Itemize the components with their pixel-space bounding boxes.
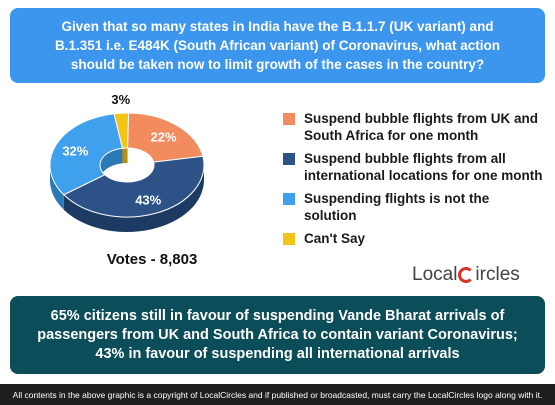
legend-label: Suspend bubble flights from UK and South… bbox=[304, 111, 538, 143]
donut-chart: 22% 43% 32% 3% bbox=[20, 92, 260, 252]
pie-hole-wall bbox=[122, 148, 128, 164]
legend-item: Suspend bubble flights from UK and South… bbox=[283, 110, 545, 144]
pie-slice bbox=[62, 155, 205, 218]
legend-swatch bbox=[283, 193, 295, 205]
pie-slice-label: 22% bbox=[151, 130, 177, 145]
legend-label: Can't Say bbox=[304, 231, 365, 246]
pie-slice-side bbox=[63, 165, 205, 232]
chart-legend: Suspend bubble flights from UK and South… bbox=[283, 110, 545, 253]
pie-slice bbox=[49, 113, 124, 196]
pie-slice-label: 3% bbox=[111, 92, 130, 107]
pie-slice bbox=[127, 112, 204, 163]
logo-text-start: Local bbox=[412, 264, 458, 285]
localcircles-logo: Local ircles bbox=[412, 262, 542, 288]
copyright-footer: All contents in the above graphic is a c… bbox=[0, 384, 555, 405]
legend-item: Suspending flights is not the solution bbox=[283, 190, 545, 224]
question-banner: Given that so many states in India have … bbox=[10, 8, 545, 83]
summary-text: 65% citizens still in favour of suspendi… bbox=[37, 307, 518, 362]
votes-count: Votes - 8,803 bbox=[106, 251, 198, 268]
legend-swatch bbox=[283, 113, 295, 125]
legend-swatch bbox=[283, 233, 295, 245]
legend-item: Suspend bubble flights from all internat… bbox=[283, 150, 545, 184]
pie-hole-wall bbox=[100, 148, 123, 180]
legend-label: Suspend bubble flights from all internat… bbox=[304, 151, 543, 183]
pie-slice-label: 43% bbox=[135, 193, 161, 208]
pie-slice-label: 32% bbox=[62, 144, 88, 159]
legend-swatch bbox=[283, 153, 295, 165]
legend-item: Can't Say bbox=[283, 230, 545, 247]
logo-text-end: ircles bbox=[475, 264, 520, 285]
pie-slice bbox=[113, 112, 130, 149]
summary-banner: 65% citizens still in favour of suspendi… bbox=[10, 296, 545, 374]
question-text: Given that so many states in India have … bbox=[54, 19, 501, 72]
logo-c-icon bbox=[458, 267, 475, 283]
legend-label: Suspending flights is not the solution bbox=[304, 191, 490, 223]
donut-chart-svg: 22% 43% 32% 3% bbox=[49, 92, 205, 232]
